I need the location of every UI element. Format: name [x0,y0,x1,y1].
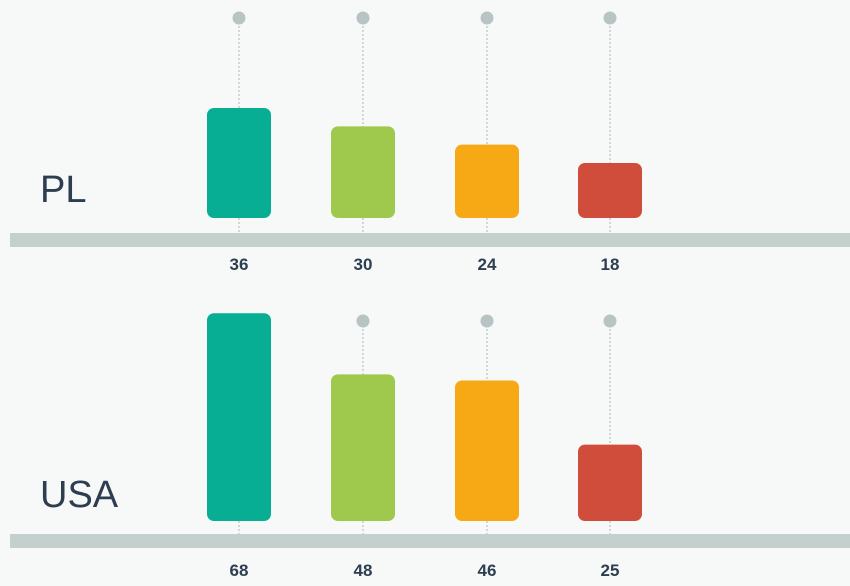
value-label-pl-3: 24 [478,255,497,274]
guide-dot-pl-3 [480,11,494,25]
bar-usa-1 [207,313,271,521]
guide-dot-pl-4 [603,11,617,25]
value-label-usa-4: 25 [601,561,620,580]
value-label-usa-3: 46 [478,561,497,580]
bar-usa-3 [455,380,519,521]
value-label-pl-2: 30 [354,255,373,274]
guide-dot-pl-2 [356,11,370,25]
value-label-pl-4: 18 [601,255,620,274]
group-label-usa: USA [40,474,119,516]
guide-dot-usa-4 [603,314,617,328]
group-label-pl: PL [40,169,86,211]
value-label-pl-1: 36 [230,255,249,274]
guide-dot-usa-3 [480,314,494,328]
bar-usa-2 [331,374,395,521]
value-label-usa-2: 48 [354,561,373,580]
guide-dot-pl-1 [232,11,246,25]
bar-pl-2 [331,126,395,218]
baseline-pl [10,233,850,247]
bar-pl-3 [455,144,519,218]
bar-usa-4 [578,444,642,521]
bar-pl-4 [578,163,642,218]
bar-pl-1 [207,108,271,218]
value-label-usa-1: 68 [230,561,249,580]
baseline-usa [10,534,850,548]
guide-dot-usa-2 [356,314,370,328]
